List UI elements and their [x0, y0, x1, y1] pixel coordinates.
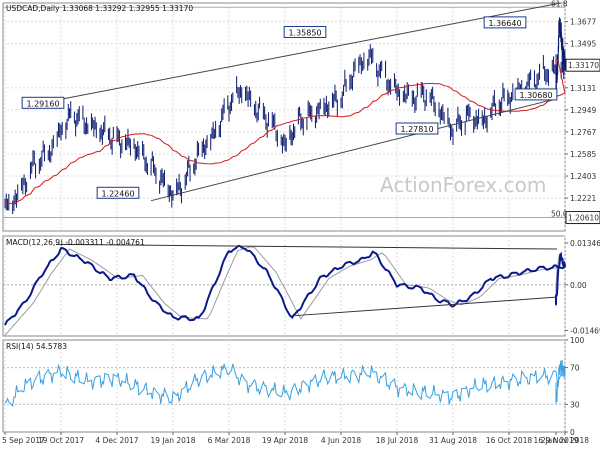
- macd-lower-trendline: [292, 296, 557, 317]
- watermark: ActionForex.com: [380, 173, 546, 197]
- macd-line: [4, 244, 567, 326]
- price-annotation-label: 1.36640: [488, 19, 521, 28]
- channel-lower-line: [150, 98, 557, 202]
- price-annotation-box: [395, 122, 439, 135]
- rsi-line: [4, 360, 566, 407]
- x-tick-label: 18 Jul 2018: [376, 436, 419, 445]
- x-tick-label: 19 Jan 2018: [151, 436, 196, 445]
- price-annotation-label: 1.30680: [519, 91, 552, 100]
- sma-line: [4, 57, 566, 205]
- fib-value-box: [565, 211, 600, 225]
- price-annotation-label: 1.22460: [101, 189, 134, 198]
- price-y-tick-label: 1.2767: [570, 128, 596, 137]
- price-y-tick-label: 1.3131: [570, 84, 596, 93]
- channel-upper-line: [37, 2, 561, 105]
- x-tick-label: 5 Sep 2017: [2, 436, 45, 445]
- x-tick-label: 19 Apr 2018: [262, 436, 309, 445]
- rsi-y-tick-label: 30: [570, 400, 580, 409]
- x-tick-label: 31 Aug 2018: [429, 436, 477, 445]
- rsi-y-tick-label: 70: [570, 364, 580, 373]
- price-y-tick-label: 1.3677: [570, 18, 596, 27]
- price-y-tick-label: 1.2949: [570, 106, 596, 115]
- fib-value-label: 1.20610: [568, 214, 599, 223]
- last-price-label: 1.33170: [568, 61, 599, 70]
- price-annotation-label: 1.35850: [288, 28, 321, 37]
- x-tick-label: 16 Oct 2018: [486, 436, 533, 445]
- fib-618-label: 61.8: [551, 0, 568, 8]
- rsi-y-tick-label: 0: [570, 428, 575, 437]
- macd-upper-trendline: [55, 243, 558, 250]
- price-y-tick-label: 1.2403: [570, 172, 596, 181]
- last-price-box: [565, 58, 600, 72]
- price-annotation-label: 1.27810: [400, 125, 433, 134]
- price-title: USDCAD,Daily 1.33068 1.33292 1.32955 1.3…: [6, 4, 193, 13]
- rsi-title: RSI(14) 54.5783: [6, 342, 67, 351]
- price-annotation-label: 1.29160: [26, 99, 59, 108]
- x-tick-label: 19 Oct 2017: [38, 436, 85, 445]
- x-tick-label: 4 Dec 2017: [95, 436, 138, 445]
- macd-y-tick-label: -0.014694: [570, 326, 600, 335]
- x-tick-label: 4 Jun 2018: [321, 436, 362, 445]
- macd-signal-line: [4, 246, 567, 336]
- price-annotation-box: [514, 88, 558, 101]
- macd-title: MACD(12,26,9) -0.003311 -0.004761: [6, 238, 145, 247]
- price-annotation-box: [96, 186, 140, 199]
- macd-y-tick-label: 0.00: [570, 281, 587, 290]
- fib-500-label: 50.0: [551, 210, 568, 219]
- rsi-y-tick-label: 100: [570, 336, 585, 345]
- price-y-tick-label: 1.2221: [570, 194, 596, 203]
- x-tick-label: 16 Jan 2019: [534, 436, 579, 445]
- price-y-tick-label: 1.3495: [570, 40, 596, 49]
- macd-y-tick-label: 0.013461: [570, 239, 600, 248]
- x-tick-label: 6 Mar 2018: [208, 436, 251, 445]
- price-y-tick-label: 1.2585: [570, 150, 596, 159]
- x-tick-label: 29 Nov 2018: [541, 436, 589, 445]
- price-annotation-box: [21, 96, 65, 109]
- price-annotation-box: [483, 16, 527, 29]
- price-annotation-box: [283, 25, 327, 38]
